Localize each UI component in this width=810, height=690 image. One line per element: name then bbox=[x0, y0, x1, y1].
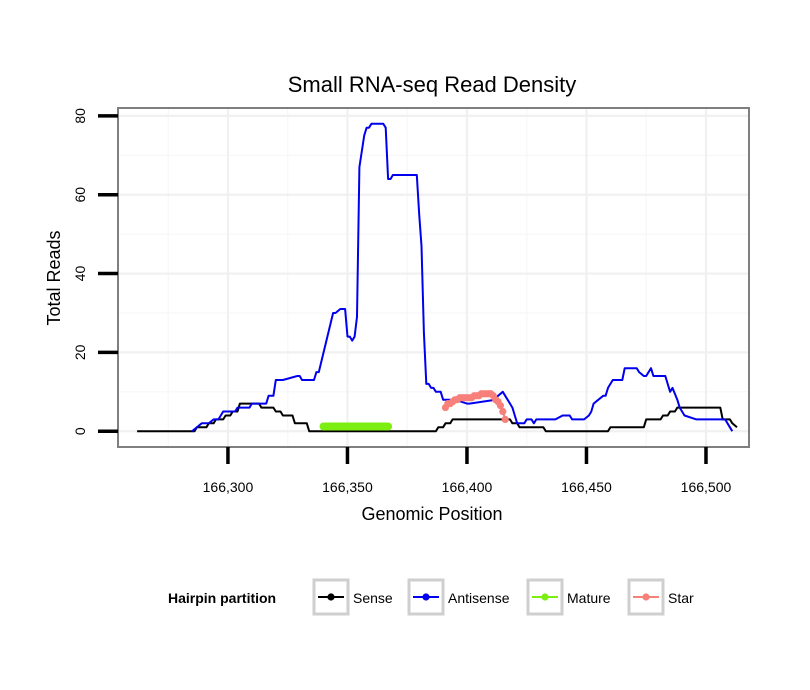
star-point-25 bbox=[501, 415, 509, 424]
plot-panel bbox=[117, 107, 750, 448]
plot-border bbox=[117, 107, 750, 448]
legend-label-mature: Mature bbox=[567, 590, 611, 606]
legend-item-star: Star bbox=[627, 578, 694, 616]
y-tick-label-3: 60 bbox=[72, 187, 88, 203]
star-point-23 bbox=[496, 402, 505, 410]
sense-line bbox=[137, 402, 738, 433]
legend-item-sense: Sense bbox=[312, 578, 393, 616]
y-tick-label-2: 40 bbox=[72, 266, 88, 282]
x-tick-label-4: 166,500 bbox=[681, 479, 732, 495]
x-axis: 166,300 166,350 166,400 166,450 166,500 bbox=[203, 447, 732, 495]
legend-key-dot-antisense bbox=[422, 593, 430, 601]
legend-label-sense: Sense bbox=[353, 590, 393, 606]
x-tick-label-0: 166,300 bbox=[203, 479, 254, 495]
grid-lines bbox=[118, 108, 749, 447]
plot-background bbox=[118, 108, 749, 447]
chart-title: Small RNA-seq Read Density bbox=[288, 72, 577, 97]
y-tick-label-0: 0 bbox=[72, 427, 88, 435]
series-layer bbox=[137, 122, 738, 433]
legend-title: Hairpin partition bbox=[168, 590, 276, 606]
y-tick-label-4: 80 bbox=[72, 108, 88, 124]
x-axis-title: Genomic Position bbox=[361, 504, 502, 524]
antisense-line bbox=[191, 122, 734, 432]
x-tick-label-3: 166,450 bbox=[561, 479, 612, 495]
x-tick-label-2: 166,400 bbox=[442, 479, 493, 495]
legend-key-dot-sense bbox=[327, 593, 335, 601]
y-axis: 0 20 40 60 80 bbox=[72, 108, 118, 435]
legend-key-dot-star bbox=[642, 593, 650, 601]
legend-key-dot-mature bbox=[541, 593, 549, 601]
legend-item-antisense: Antisense bbox=[407, 578, 510, 616]
legend-label-antisense: Antisense bbox=[448, 590, 510, 606]
legend-label-star: Star bbox=[668, 590, 694, 606]
y-axis-title: Total Reads bbox=[44, 230, 64, 325]
x-tick-label-1: 166,350 bbox=[322, 479, 373, 495]
legend-item-mature: Mature bbox=[526, 578, 611, 616]
star-point-24 bbox=[499, 407, 507, 416]
y-tick-label-1: 20 bbox=[72, 344, 88, 360]
legend: Hairpin partition Sense Antisense Mature St… bbox=[168, 578, 694, 616]
legend-items: Sense Antisense Mature Star bbox=[312, 578, 694, 616]
